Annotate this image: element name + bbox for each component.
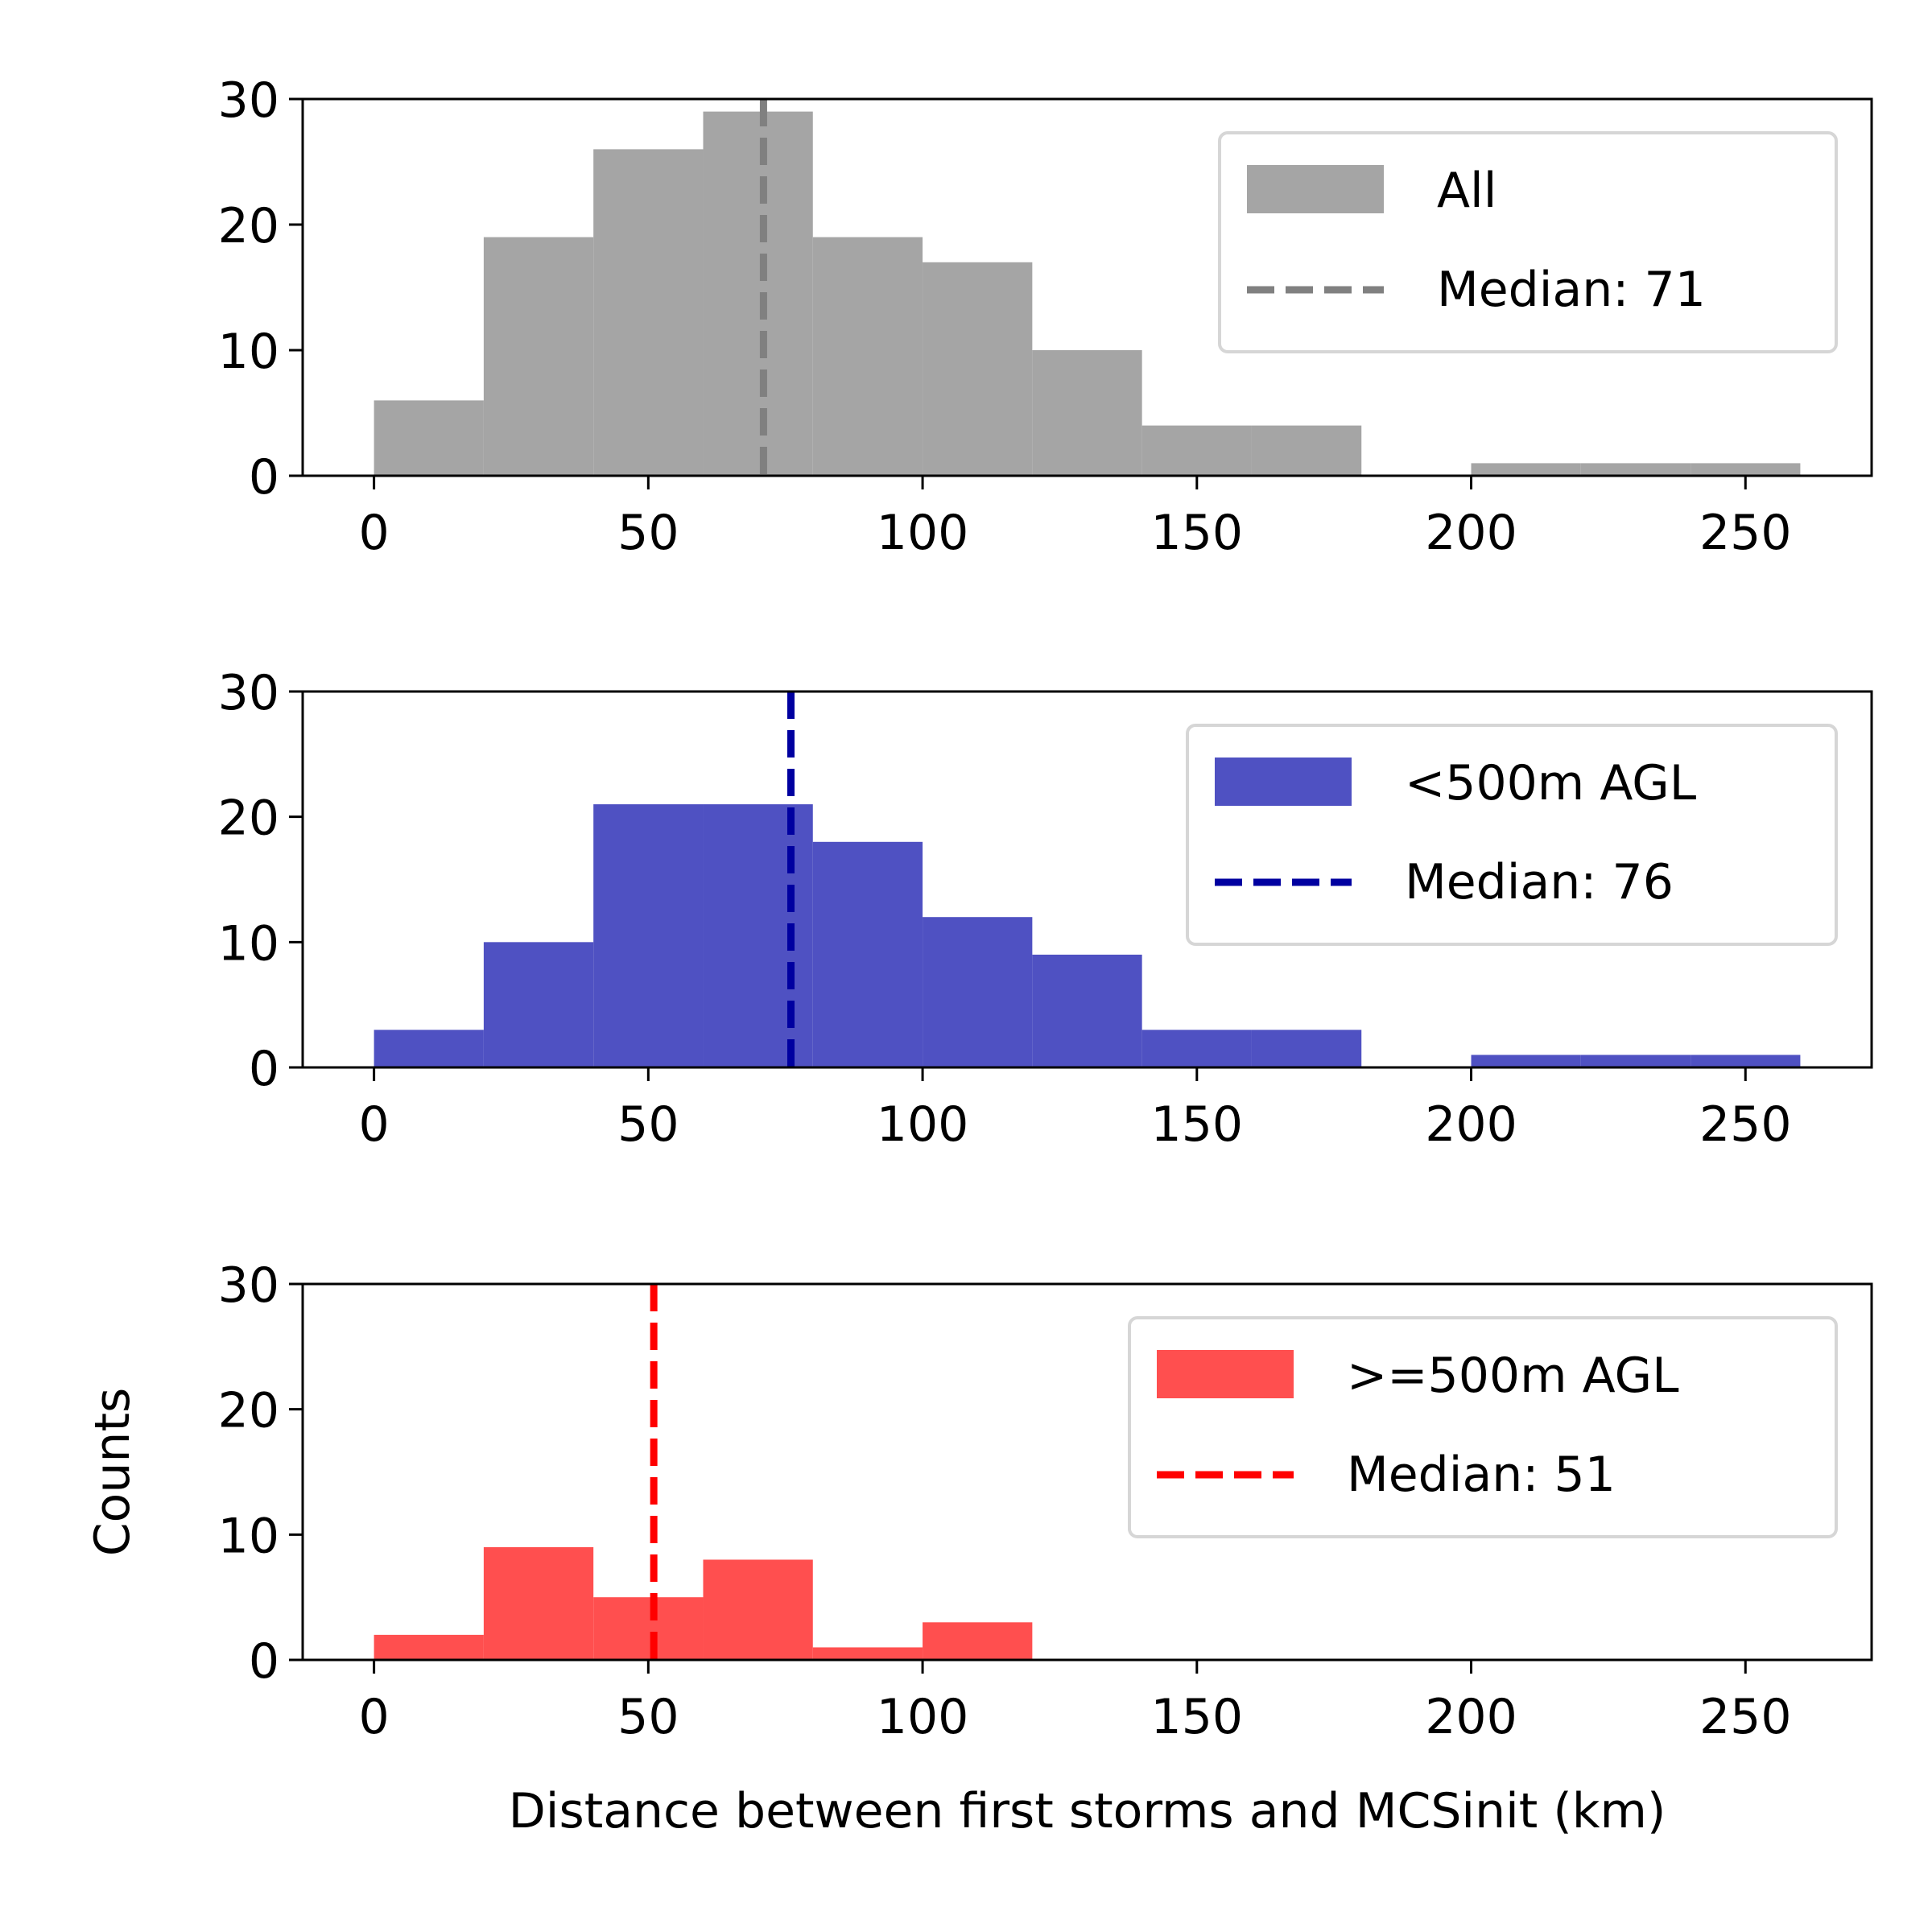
histogram-bar — [1032, 350, 1142, 476]
x-tick-label: 0 — [358, 505, 389, 561]
x-tick-label: 100 — [877, 1096, 969, 1153]
histogram-bar — [703, 804, 813, 1067]
legend-median-label: Median: 71 — [1437, 262, 1706, 318]
x-axis-label: Distance between first storms and MCSini… — [509, 1783, 1666, 1839]
x-tick-label: 250 — [1699, 1689, 1792, 1745]
histogram-bar — [1471, 1055, 1581, 1067]
x-tick-label: 200 — [1425, 505, 1517, 561]
histogram-bar — [703, 1559, 813, 1660]
y-tick-label: 0 — [249, 1041, 279, 1097]
legend: <500m AGL Median: 76 — [1186, 724, 1838, 946]
histogram-bar — [1141, 425, 1252, 476]
histogram-bar — [374, 400, 484, 476]
histogram-bar — [1690, 1055, 1801, 1067]
x-tick-label: 50 — [617, 1096, 679, 1153]
legend-median-label: Median: 76 — [1405, 854, 1674, 910]
histogram-bar — [483, 237, 594, 476]
histogram-bar — [593, 1597, 704, 1660]
legend-box — [1128, 1316, 1838, 1538]
y-tick-label: 10 — [218, 1508, 279, 1564]
y-tick-label: 20 — [218, 1383, 279, 1439]
y-tick-label: 0 — [249, 449, 279, 506]
histogram-bar — [374, 1634, 484, 1660]
histogram-bar — [703, 111, 813, 476]
axes-frame — [301, 690, 1873, 1069]
histogram-bar — [812, 841, 923, 1067]
histogram-bar — [1471, 463, 1581, 476]
histogram-bar — [923, 1622, 1033, 1660]
y-tick-label: 30 — [218, 1257, 279, 1314]
axes-frame — [301, 1282, 1873, 1662]
legend-swatch — [1247, 165, 1384, 213]
y-tick-label: 30 — [218, 72, 279, 129]
legend-series-label: <500m AGL — [1405, 755, 1697, 811]
legend-swatch — [1215, 758, 1352, 806]
x-tick-label: 150 — [1151, 1096, 1244, 1153]
histogram-bar — [1690, 463, 1801, 476]
legend-median-label: Median: 51 — [1347, 1447, 1616, 1503]
y-tick-label: 10 — [218, 324, 279, 380]
histogram-bar — [1141, 1030, 1252, 1067]
histogram-bar — [1032, 954, 1142, 1067]
x-tick-label: 150 — [1151, 1689, 1244, 1745]
y-tick-label: 20 — [218, 791, 279, 847]
x-tick-label: 50 — [617, 505, 679, 561]
x-tick-label: 250 — [1699, 505, 1792, 561]
panel-2: 0 50 100 150 200 250 0 10 20 30 <500m AGL Median: 7… — [218, 665, 1873, 1153]
x-tick-label: 0 — [358, 1689, 389, 1745]
x-tick-label: 50 — [617, 1689, 679, 1745]
axes-frame — [301, 97, 1873, 477]
x-tick-label: 200 — [1425, 1096, 1517, 1153]
histogram-bar — [1251, 1030, 1362, 1067]
histogram-bar — [483, 942, 594, 1067]
histogram-bar — [923, 917, 1033, 1067]
histogram-bar — [374, 1030, 484, 1067]
legend: All Median: 71 — [1218, 131, 1838, 353]
histogram-bar — [1251, 425, 1362, 476]
x-tick-label: 150 — [1151, 505, 1244, 561]
histogram-bar — [1580, 463, 1691, 476]
x-tick-label: 100 — [877, 505, 969, 561]
x-tick-label: 0 — [358, 1096, 389, 1153]
histogram-bar — [812, 237, 923, 476]
legend: >=500m AGL Median: 51 — [1128, 1316, 1838, 1538]
y-tick-label: 30 — [218, 665, 279, 721]
y-tick-label: 10 — [218, 915, 279, 972]
panel-1: 0 50 100 150 200 250 0 10 20 30 All Median: 71 — [218, 72, 1873, 561]
x-tick-label: 250 — [1699, 1096, 1792, 1153]
y-axis-label: Counts — [85, 1388, 141, 1556]
legend-swatch — [1157, 1350, 1294, 1398]
legend-series-label: >=500m AGL — [1347, 1348, 1679, 1404]
histogram-bar — [923, 262, 1033, 476]
histogram-bar — [1580, 1055, 1691, 1067]
x-tick-label: 100 — [877, 1689, 969, 1745]
y-tick-label: 0 — [249, 1633, 279, 1690]
x-tick-label: 200 — [1425, 1689, 1517, 1745]
histogram-bar — [483, 1546, 594, 1660]
histogram-bar — [593, 804, 704, 1067]
y-tick-label: 20 — [218, 198, 279, 254]
legend-series-label: All — [1437, 163, 1496, 219]
panel-3: 0 50 100 150 200 250 0 10 20 30 >=500m AGL Median: … — [85, 1257, 1873, 1839]
histogram-bar — [812, 1647, 923, 1660]
histogram-bar — [593, 149, 704, 476]
